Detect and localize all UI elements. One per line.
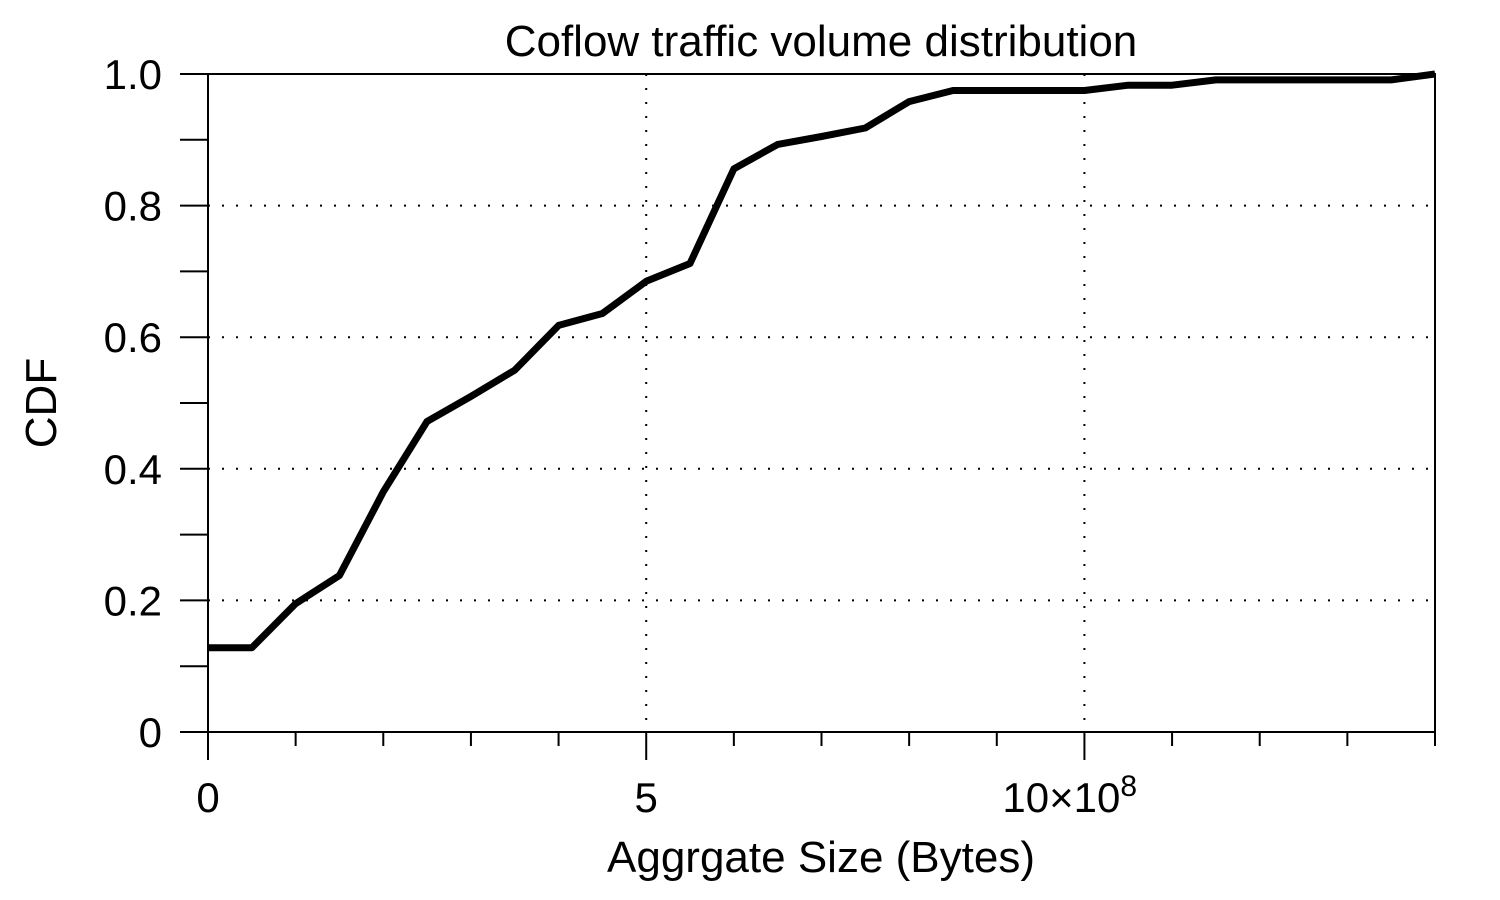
y-tick-label: 0.2 (104, 577, 162, 624)
x-tick-label: 10×108 (1002, 770, 1137, 821)
tick-labels: 0 0.2 0.4 0.6 0.8 1.0 0 5 10×108 (104, 51, 1137, 821)
y-tick-label: 1.0 (104, 51, 162, 98)
x-tick-exponent: 8 (1120, 770, 1137, 803)
x-tick-label: 0 (196, 774, 219, 821)
y-axis-label: CDF (17, 358, 66, 448)
plot-frame (207, 73, 1436, 733)
x-tick-label: 5 (635, 774, 658, 821)
chart-title: Coflow traffic volume distribution (505, 17, 1138, 66)
cdf-series-line (208, 70, 1436, 652)
x-axis-label: Aggrgate Size (Bytes) (607, 833, 1035, 882)
y-tick-label: 0 (139, 709, 162, 756)
grid-lines (208, 74, 1435, 732)
axis-ticks (180, 73, 1436, 760)
series-layer (208, 70, 1436, 652)
y-tick-label: 0.6 (104, 314, 162, 361)
y-tick-label: 0.4 (104, 446, 162, 493)
y-tick-label: 0.8 (104, 183, 162, 230)
